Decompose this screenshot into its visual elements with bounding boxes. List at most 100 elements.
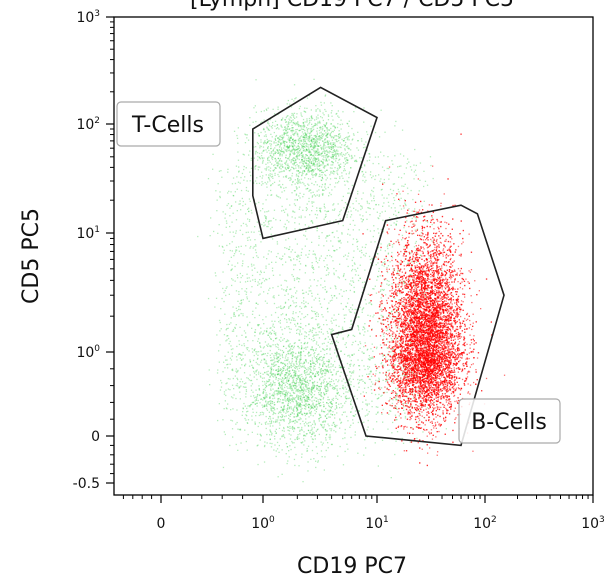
- event-dot: [323, 427, 324, 428]
- event-dot: [271, 251, 272, 252]
- event-dot: [265, 316, 266, 317]
- event-dot: [312, 357, 313, 358]
- event-dot: [278, 417, 279, 418]
- event-dot: [318, 160, 319, 161]
- event-dot: [286, 341, 287, 342]
- event-dot: [310, 360, 311, 361]
- event-dot: [298, 438, 299, 439]
- event-dot: [331, 164, 332, 165]
- event-dot: [326, 434, 327, 435]
- event-dot: [318, 401, 319, 402]
- event-dot: [327, 151, 328, 152]
- event-dot: [361, 140, 362, 141]
- event-dot: [218, 350, 219, 351]
- event-dot: [269, 160, 270, 161]
- event-dot: [273, 165, 274, 166]
- event-dot: [352, 406, 353, 407]
- event-dot: [219, 362, 220, 363]
- event-dot: [305, 355, 306, 356]
- event-dot: [336, 412, 337, 413]
- event-dot: [273, 364, 274, 365]
- event-dot: [298, 399, 299, 400]
- event-dot: [319, 132, 320, 133]
- event-dot: [315, 397, 316, 398]
- event-dot: [370, 315, 371, 316]
- event-dot: [262, 399, 263, 400]
- event-dot: [235, 371, 236, 372]
- event-dot: [269, 336, 270, 337]
- event-dot: [303, 133, 304, 134]
- event-dot: [257, 363, 258, 364]
- event-dot: [294, 98, 295, 99]
- event-dot: [350, 224, 351, 225]
- event-dot: [273, 142, 274, 143]
- event-dot: [366, 253, 367, 254]
- event-dot: [313, 373, 314, 374]
- event-dot: [303, 125, 304, 126]
- event-dot: [289, 426, 290, 427]
- event-dot: [249, 406, 250, 407]
- event-dot: [316, 210, 317, 211]
- event-dot: [327, 142, 328, 143]
- event-dot: [269, 379, 270, 380]
- event-dot: [303, 122, 304, 123]
- event-dot: [252, 270, 253, 271]
- event-dot: [332, 366, 333, 367]
- event-dot: [264, 110, 265, 111]
- event-dot: [231, 359, 232, 360]
- event-dot: [317, 115, 318, 116]
- event-dot: [396, 223, 397, 224]
- event-dot: [398, 191, 399, 192]
- event-dot: [323, 157, 324, 158]
- event-dot: [328, 114, 329, 115]
- event-dot: [237, 422, 238, 423]
- event-dot: [284, 431, 285, 432]
- event-dot: [249, 150, 250, 151]
- event-dot: [312, 378, 313, 379]
- event-dot: [306, 332, 307, 333]
- event-dot: [346, 398, 347, 399]
- event-dot: [222, 288, 223, 289]
- event-dot: [356, 160, 357, 161]
- event-dot: [341, 351, 342, 352]
- event-dot: [300, 382, 301, 383]
- event-dot: [298, 165, 299, 166]
- event-dot: [321, 278, 322, 279]
- event-dot: [348, 298, 349, 299]
- event-dot: [269, 416, 270, 417]
- event-dot: [326, 123, 327, 124]
- event-dot: [304, 143, 305, 144]
- event-dot: [262, 407, 263, 408]
- event-dot: [271, 446, 272, 447]
- event-dot: [259, 315, 260, 316]
- event-dot: [289, 399, 290, 400]
- event-dot: [281, 139, 282, 140]
- event-dot: [351, 320, 352, 321]
- event-dot: [294, 113, 295, 114]
- event-dot: [335, 386, 336, 387]
- event-dot: [294, 280, 295, 281]
- event-dot: [304, 336, 305, 337]
- event-dot: [326, 137, 327, 138]
- event-dot: [288, 400, 289, 401]
- event-dot: [268, 250, 269, 251]
- event-dot: [367, 134, 368, 135]
- event-dot: [373, 225, 374, 226]
- event-dot: [261, 435, 262, 436]
- event-dot: [262, 412, 263, 413]
- event-dot: [283, 383, 284, 384]
- event-dot: [272, 238, 273, 239]
- event-dot: [266, 174, 267, 175]
- event-dot: [382, 262, 383, 263]
- event-dot: [329, 381, 330, 382]
- event-dot: [279, 139, 280, 140]
- event-dot: [243, 254, 244, 255]
- event-dot: [285, 128, 286, 129]
- event-dot: [318, 166, 319, 167]
- event-dot: [297, 346, 298, 347]
- event-dot: [415, 211, 416, 212]
- event-dot: [304, 405, 305, 406]
- event-dot: [248, 419, 249, 420]
- event-dot: [317, 406, 318, 407]
- event-dot: [241, 335, 242, 336]
